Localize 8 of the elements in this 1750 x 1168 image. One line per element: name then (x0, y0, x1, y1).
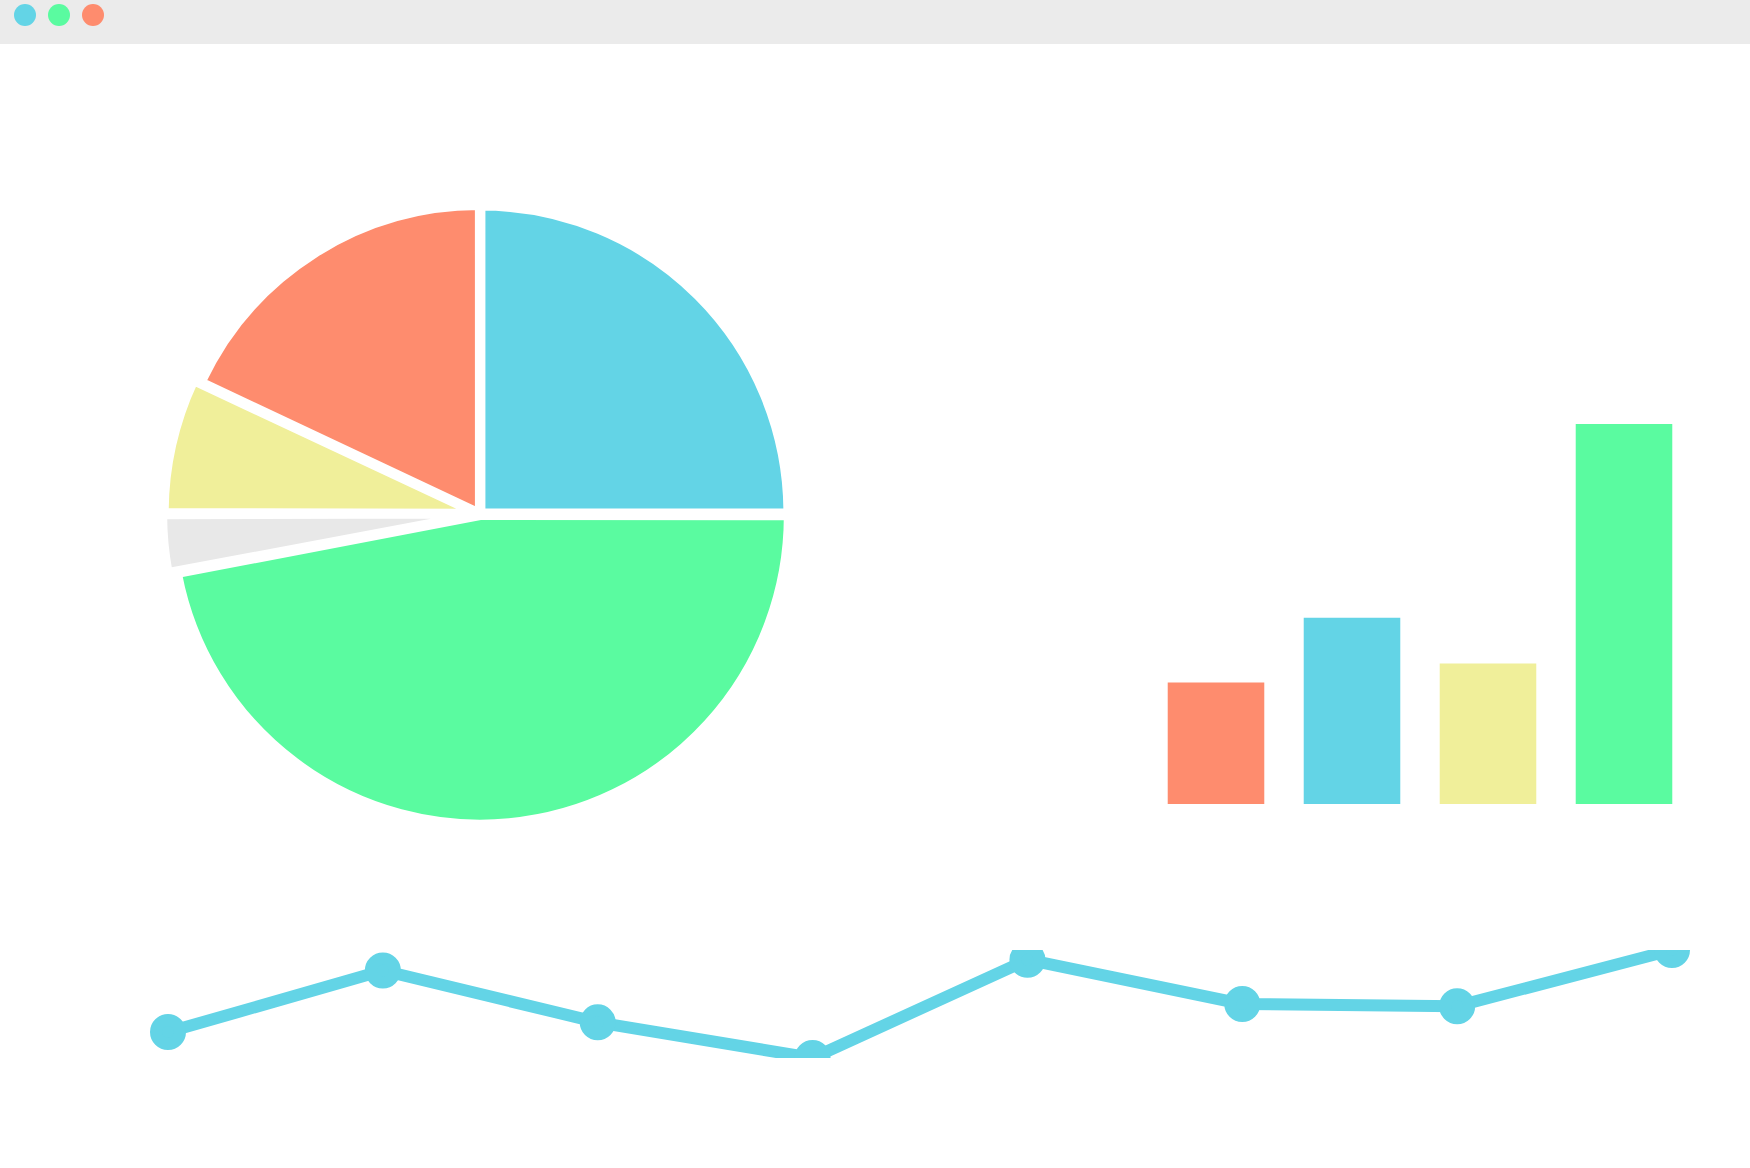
bar (1303, 617, 1401, 804)
point (1224, 986, 1261, 1022)
bar (1439, 663, 1537, 804)
point (579, 1004, 616, 1041)
point (1439, 988, 1476, 1025)
point (150, 1014, 186, 1051)
bar (1575, 424, 1673, 804)
bar (1167, 682, 1265, 804)
